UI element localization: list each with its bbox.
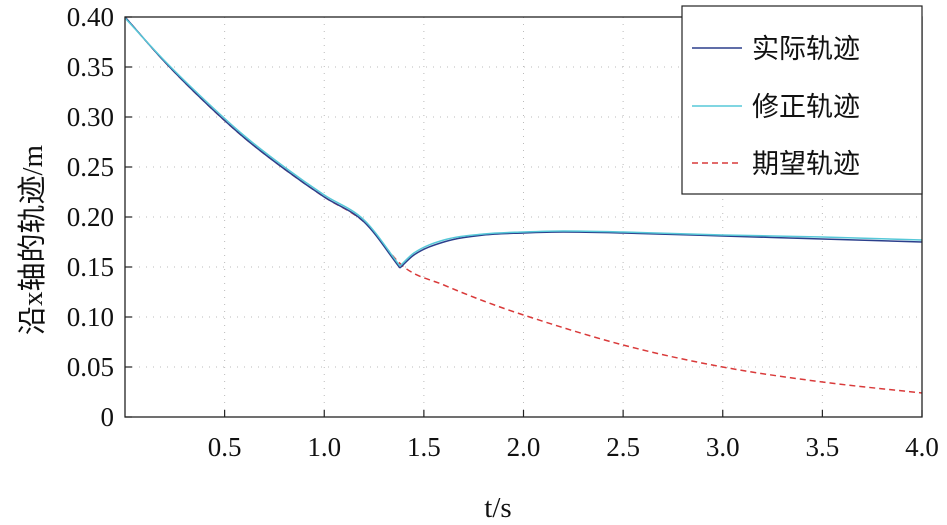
x-tick-label: 1.0 [307, 432, 341, 462]
y-tick-label: 0.35 [67, 52, 114, 82]
x-tick-label: 0.5 [208, 432, 242, 462]
x-tick-label: 1.5 [407, 432, 441, 462]
y-tick-label: 0.25 [67, 152, 114, 182]
x-tick-label: 3.5 [806, 432, 840, 462]
x-tick-label: 3.0 [706, 432, 740, 462]
y-tick-label: 0.15 [67, 252, 114, 282]
y-tick-label: 0 [101, 402, 115, 432]
y-tick-label: 0.40 [67, 2, 114, 32]
x-tick-label: 4.0 [905, 432, 939, 462]
x-tick-label: 2.5 [606, 432, 640, 462]
y-axis-label: 沿x轴的轨迹/m [16, 145, 49, 336]
x-axis-label: t/s [484, 492, 511, 524]
series-line-2 [124, 17, 923, 267]
y-tick-label: 0.10 [67, 302, 114, 332]
series-line-3 [124, 16, 923, 394]
series-line-1 [124, 16, 923, 269]
y-tick-label: 0.20 [67, 202, 114, 232]
series-lines [124, 16, 923, 394]
legend-label: 期望轨迹 [752, 149, 860, 180]
legend-label: 修正轨迹 [752, 92, 860, 123]
x-tick-label: 2.0 [507, 432, 541, 462]
y-tick-label: 0.05 [67, 352, 114, 382]
y-tick-label: 0.30 [67, 102, 114, 132]
ticks: 0.5 1.0 1.5 2.0 2.5 3.0 3.5 4.0 0 0.05 0.10 0.15 0.2… [67, 2, 939, 462]
legend-label: 实际轨迹 [752, 34, 860, 65]
